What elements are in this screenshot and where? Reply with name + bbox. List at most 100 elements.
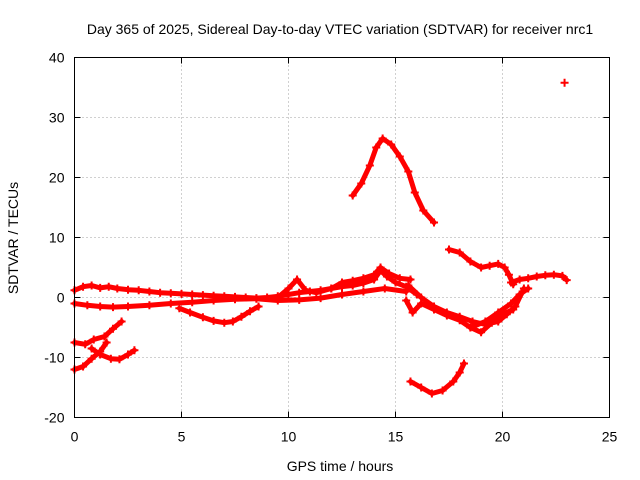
data-point [438,386,447,395]
data-point [417,383,426,392]
data-point [404,167,413,176]
y-tick-label: 20 [49,170,65,186]
data-point [293,275,302,284]
data-point [515,290,524,299]
data-point [96,350,105,359]
data-point [455,368,464,377]
data-point [109,324,118,333]
data-point [89,335,98,344]
data-point [198,291,207,300]
data-point [455,316,464,325]
data-point [301,286,310,295]
series-early-a [70,317,126,349]
data-point [359,274,368,283]
data-point [500,263,509,272]
y-tick-label: 40 [49,50,65,66]
data-point [145,287,154,296]
data-point [124,350,132,359]
data-point [295,295,304,304]
data-point [494,259,503,268]
data-point [145,301,154,310]
data-point [87,354,96,363]
data-point [220,318,229,327]
data-point [100,332,109,341]
data-point [273,296,282,305]
series-path [176,304,261,326]
data-point [427,389,436,398]
data-point [504,270,513,279]
data-point [359,287,368,296]
data-point [166,299,175,308]
data-point [188,298,197,307]
data-point [134,286,143,295]
data-point [481,317,490,326]
data-point [87,344,96,353]
data-point [558,271,567,280]
data-point [130,346,139,355]
series-outlier [560,78,569,87]
data-point [532,272,541,281]
data-point [106,354,115,363]
data-point [109,303,118,312]
data-point [385,269,394,278]
data-point [327,284,336,293]
x-tick-label: 20 [495,429,511,445]
data-point [391,278,400,287]
data-point [198,313,207,322]
data-point [104,282,113,291]
data-point [402,296,411,305]
data-point [387,140,396,149]
data-point [445,245,453,254]
data-point [406,377,415,386]
data-point [541,271,550,280]
data-point [237,312,246,321]
data-point [338,278,346,287]
data-point [376,263,385,272]
data-point [560,78,569,87]
data-point [442,311,451,320]
data-point [254,302,263,311]
data-point [124,285,132,294]
chart-title: Day 365 of 2025, Sidereal Day-to-day VTE… [87,21,593,37]
data-point [466,323,475,332]
data-point [117,317,126,326]
y-axis-label: SDTVAR / TECUs [5,182,21,294]
data-point [156,288,165,297]
data-point [549,270,558,279]
data-point [102,338,111,347]
series-descend-b [402,296,518,337]
data-point [372,143,381,152]
y-tick-label: 0 [57,290,65,306]
data-point [485,261,494,270]
data-point [507,299,516,308]
data-point [410,188,419,197]
data-point [124,302,132,311]
data-point [524,284,533,293]
data-point [430,218,439,227]
data-point [348,276,357,285]
series-dip-arc [175,302,263,327]
data-point [209,296,218,305]
data-point [312,288,321,297]
x-tick-label: 10 [281,429,297,445]
x-tick-label: 15 [388,429,404,445]
data-point [417,299,426,308]
data-point [455,248,464,257]
data-point [466,257,475,266]
data-point [449,377,458,386]
data-point [115,355,124,364]
data-point [419,206,428,215]
data-point [284,284,293,293]
y-tick-label: -20 [44,410,64,426]
data-point [562,276,571,285]
data-point [209,316,218,325]
data-point [228,317,237,326]
series-evening-arc [445,245,518,289]
series-upper-lobe [273,263,415,302]
data-point [357,179,366,188]
series-path [72,319,125,347]
data-point [113,284,122,293]
series-lower-band [70,284,411,312]
x-axis-label: GPS time / hours [287,458,394,474]
data-point [515,275,524,284]
